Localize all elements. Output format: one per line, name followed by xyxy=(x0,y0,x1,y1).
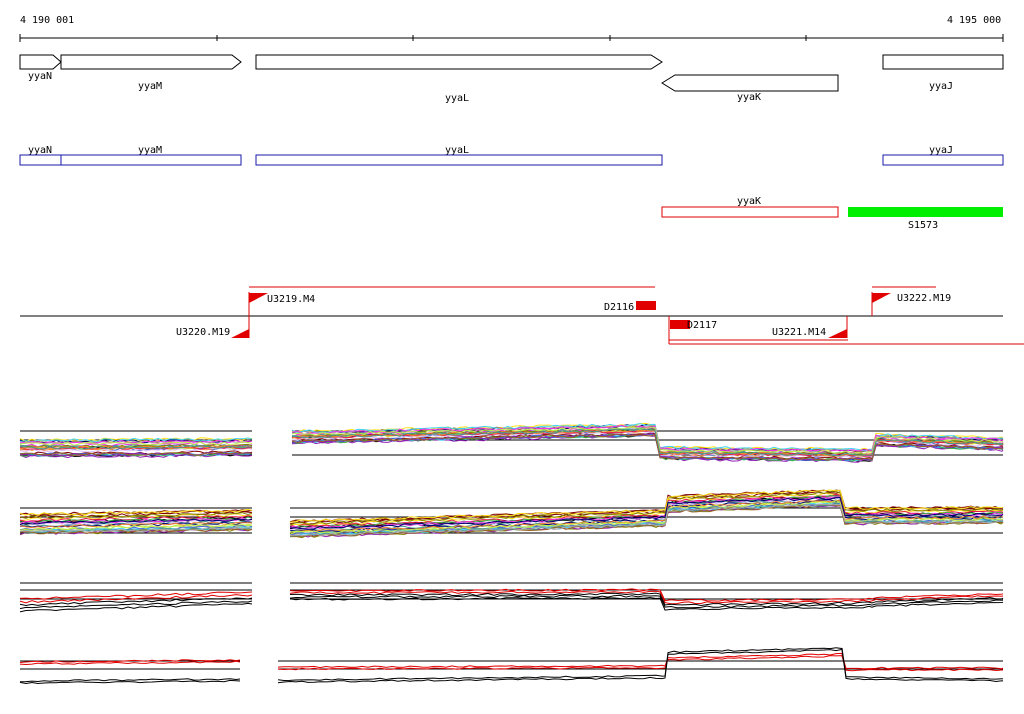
expression-trace xyxy=(19,521,253,529)
cds-box-yyaN[interactable] xyxy=(19,154,62,166)
flag-label-U3219: U3219.M4 xyxy=(267,294,315,305)
expression-trace xyxy=(19,591,253,600)
flag-label-U3221: U3221.M14 xyxy=(772,327,826,338)
box-label-D2116: D2116 xyxy=(604,302,634,313)
expression-trace xyxy=(19,602,253,613)
expression-trace xyxy=(277,647,1004,682)
gene-track: yyaN yyaM yyaL yyaK yyaJ xyxy=(19,54,1004,104)
cds-box-yyaM[interactable] xyxy=(60,154,242,166)
cds-box-yyaL[interactable] xyxy=(255,154,663,166)
expression-trace xyxy=(289,588,1004,602)
expression-trace xyxy=(291,433,1004,461)
expression-trace xyxy=(19,515,253,523)
box-D2117[interactable] xyxy=(670,320,690,329)
expression-trace xyxy=(19,594,253,604)
expression-trace xyxy=(19,518,253,526)
expression-trace xyxy=(20,445,252,450)
expression-trace xyxy=(289,596,1004,611)
expression-trace xyxy=(289,594,1004,609)
cds-label-yyaK: yyaK xyxy=(737,196,761,207)
expression-trace xyxy=(19,439,253,444)
expression-trace xyxy=(19,453,253,459)
flag-label-U3222: U3222.M19 xyxy=(897,293,951,304)
gene-label-yyaK: yyaK xyxy=(737,92,761,103)
flag-icon-U3222[interactable] xyxy=(872,293,891,303)
expression-trace xyxy=(289,496,1004,530)
expression-trace xyxy=(19,451,253,457)
gene-box-yyaJ[interactable] xyxy=(882,54,1004,70)
expression-trace xyxy=(289,500,1003,534)
expression-trace xyxy=(19,597,253,607)
gene-label-yyaM: yyaM xyxy=(138,81,162,92)
expression-panel-2 xyxy=(19,489,1004,539)
cds-label-yyaJ: yyaJ xyxy=(929,145,953,156)
expression-trace xyxy=(19,518,253,526)
box-D2116[interactable] xyxy=(636,301,656,310)
expression-trace xyxy=(19,678,241,683)
expression-trace xyxy=(292,432,1004,461)
expression-trace xyxy=(19,523,253,531)
expression-trace xyxy=(19,513,253,521)
expression-trace xyxy=(289,499,1004,533)
gene-label-yyaJ: yyaJ xyxy=(929,81,953,92)
cds-box-yyaK[interactable] xyxy=(661,206,839,218)
expression-trace xyxy=(289,592,1004,607)
coordinate-ruler: 4 190 001 4 195 000 xyxy=(19,15,1004,42)
flag-label-U3220: U3220.M19 xyxy=(176,327,230,338)
cds-label-yyaN: yyaN xyxy=(28,145,52,156)
segment-track: U3219.M4 U3220.M19 D2116 D2117 U3221.M14… xyxy=(20,286,1024,345)
expression-trace xyxy=(291,423,1004,452)
cds-label-yyaM: yyaM xyxy=(138,145,162,156)
gene-arrow-yyaL[interactable] xyxy=(255,54,663,70)
cds-label-yyaL: yyaL xyxy=(445,145,469,156)
feature-label-S1573: S1573 xyxy=(908,220,938,231)
expression-trace xyxy=(19,439,253,444)
gene-arrow-yyaK[interactable] xyxy=(661,74,839,92)
expression-trace xyxy=(289,491,1004,526)
expression-trace xyxy=(19,447,253,453)
expression-trace xyxy=(19,660,241,666)
expression-trace xyxy=(19,527,253,534)
ruler-start-label: 4 190 001 xyxy=(20,15,74,26)
gene-arrow-yyaN[interactable] xyxy=(19,54,62,70)
expression-trace xyxy=(289,503,1004,537)
expression-trace xyxy=(277,652,1004,670)
expression-trace xyxy=(19,508,253,516)
flag-icon-U3219[interactable] xyxy=(249,293,268,303)
flag-icon-U3221[interactable] xyxy=(828,329,847,338)
expression-trace xyxy=(19,437,253,443)
expression-trace xyxy=(289,493,1004,528)
expression-trace xyxy=(277,648,1004,684)
expression-trace xyxy=(19,441,253,447)
expression-trace xyxy=(289,504,1004,537)
expression-trace xyxy=(19,679,241,685)
gene-label-yyaN: yyaN xyxy=(28,71,52,82)
gene-label-yyaL: yyaL xyxy=(445,93,469,104)
expression-trace xyxy=(289,489,1004,523)
expression-trace xyxy=(291,426,1004,455)
expression-trace xyxy=(291,428,1004,457)
expression-panel-3 xyxy=(19,582,1004,613)
feature-box-S1573[interactable] xyxy=(848,207,1003,217)
expression-panel-4 xyxy=(19,647,1004,685)
cds-box-yyaJ[interactable] xyxy=(882,154,1004,166)
expression-trace xyxy=(289,590,1004,605)
expression-trace xyxy=(19,511,253,519)
expression-trace xyxy=(19,659,241,663)
expression-trace xyxy=(19,512,253,519)
flag-icon-U3220[interactable] xyxy=(231,329,249,338)
expression-panel-1 xyxy=(19,422,1004,463)
cds-track: yyaN yyaM yyaL yyaJ yyaK S1573 xyxy=(19,145,1004,231)
gene-arrow-yyaM[interactable] xyxy=(60,54,242,70)
expression-trace xyxy=(19,600,253,610)
expression-trace xyxy=(277,655,1003,672)
ruler-end-label: 4 195 000 xyxy=(947,15,1001,26)
box-label-D2117: D2117 xyxy=(687,320,717,331)
expression-trace xyxy=(19,443,253,449)
